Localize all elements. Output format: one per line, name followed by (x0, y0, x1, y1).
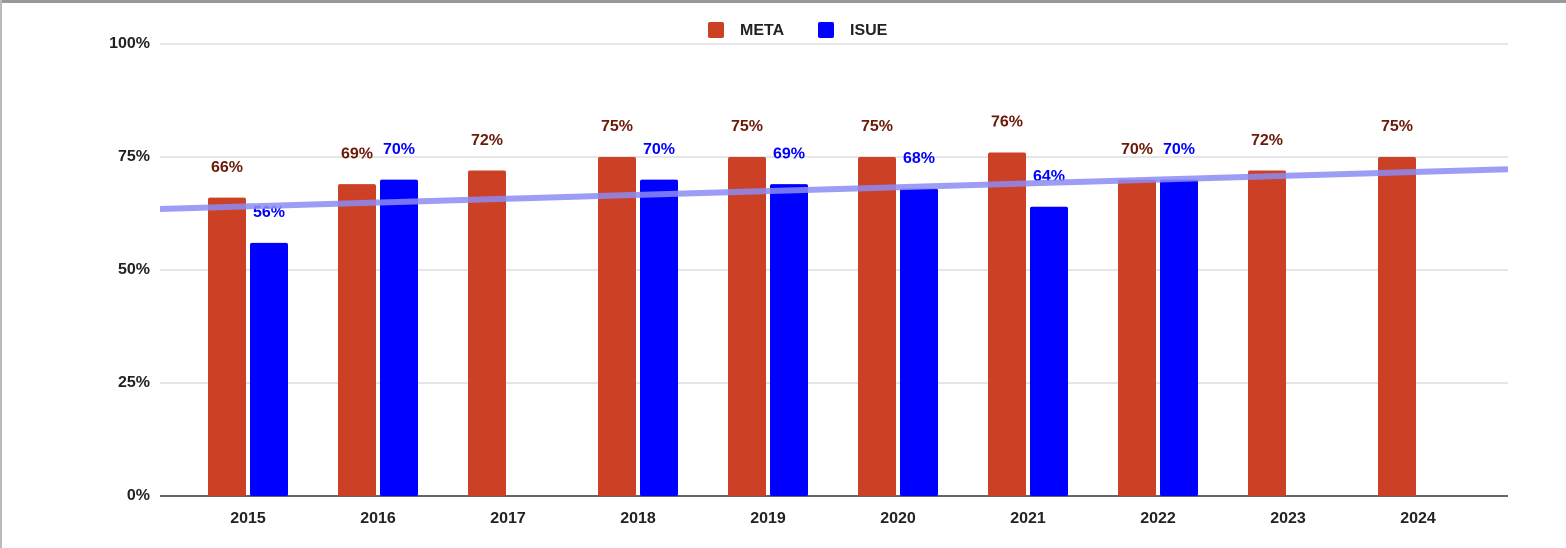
bar (640, 179, 678, 496)
x-tick-label: 2023 (1270, 510, 1306, 527)
bar (988, 152, 1026, 497)
data-label: 70% (643, 141, 675, 158)
legend-label: META (740, 22, 785, 39)
data-label: 68% (903, 150, 935, 167)
data-label: 69% (773, 145, 805, 162)
bar (1248, 170, 1286, 496)
trendline (159, 166, 1509, 212)
x-tick-label: 2016 (360, 510, 396, 527)
bar (900, 188, 938, 496)
x-tick-label: 2024 (1400, 510, 1436, 527)
bar (770, 184, 808, 496)
y-tick-label: 25% (118, 374, 150, 391)
x-tick-label: 2018 (620, 510, 656, 527)
x-tick-label: 2015 (230, 510, 266, 527)
y-tick-label: 0% (127, 487, 150, 504)
data-label: 75% (731, 118, 763, 135)
bar (1118, 179, 1156, 496)
x-tick-label: 2017 (490, 510, 526, 527)
x-tick-label: 2022 (1140, 510, 1176, 527)
legend-swatch (818, 22, 834, 38)
frame-left (0, 0, 2, 548)
bar (250, 242, 288, 496)
legend-swatch (708, 22, 724, 38)
bar (1030, 206, 1068, 496)
data-label: 69% (341, 145, 373, 162)
x-tick-label: 2019 (750, 510, 786, 527)
frame-top (0, 0, 1566, 3)
bar (598, 157, 636, 496)
bar (380, 179, 418, 496)
legend-label: ISUE (850, 22, 888, 39)
bar (208, 197, 246, 496)
data-label: 66% (211, 159, 243, 176)
data-label: 75% (1381, 118, 1413, 135)
y-tick-label: 75% (118, 148, 150, 165)
data-label: 72% (1251, 132, 1283, 149)
bar (1160, 179, 1198, 496)
x-tick-label: 2020 (880, 510, 916, 527)
data-label: 75% (601, 118, 633, 135)
data-label: 75% (861, 118, 893, 135)
data-label: 70% (1121, 141, 1153, 158)
data-label: 70% (1163, 141, 1195, 158)
x-tick-label: 2021 (1010, 510, 1046, 527)
bar (858, 157, 896, 496)
data-label: 76% (991, 114, 1023, 131)
y-tick-label: 100% (109, 35, 150, 52)
bar (1378, 157, 1416, 496)
data-label: 70% (383, 141, 415, 158)
bar (728, 157, 766, 496)
y-tick-label: 50% (118, 261, 150, 278)
data-label: 72% (471, 132, 503, 149)
bar (338, 184, 376, 496)
bar (468, 170, 506, 496)
